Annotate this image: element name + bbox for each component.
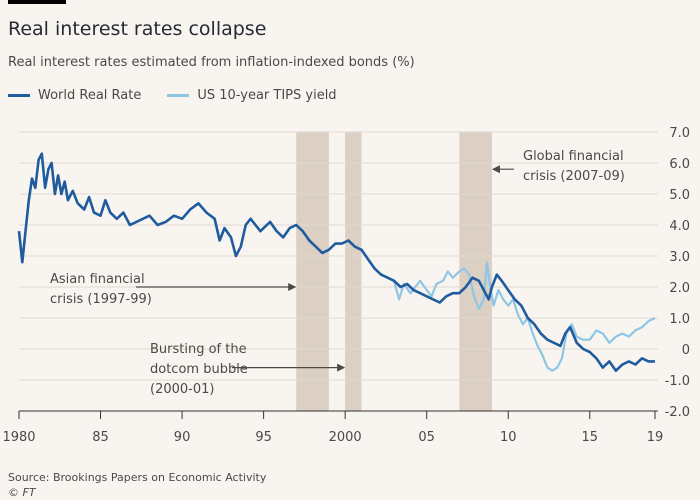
shaded-period-0 <box>296 132 329 411</box>
y-tick-label: 4.0 <box>669 219 690 234</box>
top-accent-bar <box>8 0 66 4</box>
annotation-text: (2000-01) <box>150 382 214 397</box>
annotation-2: Global financial crisis (2007-09) <box>491 149 625 184</box>
x-tick-label: 15 <box>581 430 598 445</box>
annotation-text: crisis (2007-09) <box>523 169 625 184</box>
annotation-arrowhead <box>288 283 297 291</box>
series-lines <box>17 152 656 373</box>
annotations: Asian financial crisis (1997-99) Bursting … <box>50 149 625 397</box>
y-tick-label: 0 <box>682 343 690 358</box>
annotation-arrowhead <box>491 165 500 174</box>
annotation-text: Bursting of the <box>150 342 247 357</box>
y-tick-label: 5.0 <box>669 188 690 203</box>
gridlines <box>19 131 658 381</box>
shaded-period-1 <box>345 132 362 411</box>
x-tick-label: 85 <box>92 430 109 445</box>
legend-swatch-tips-yield <box>167 94 190 97</box>
legend: World Real Rate US 10-year TIPS yield <box>8 88 363 103</box>
x-tick-label: 95 <box>255 430 272 445</box>
annotation-arrowhead <box>337 363 346 372</box>
x-tick-label: 19 <box>647 430 664 445</box>
series-line-world-real-rate <box>17 152 655 373</box>
x-tick-label: 10 <box>500 430 517 445</box>
legend-label-tips-yield: US 10-year TIPS yield <box>197 88 337 103</box>
y-tick-label: 2.0 <box>669 281 690 296</box>
legend-item-world-real-rate: World Real Rate <box>8 88 141 103</box>
source-note: Source: Brookings Papers on Economic Act… <box>8 471 267 484</box>
series-line-tips-yield <box>393 261 656 372</box>
annotation-text: dotcom bubble <box>150 362 248 377</box>
annotation-text: Asian financial <box>50 272 145 287</box>
legend-item-tips-yield: US 10-year TIPS yield <box>167 88 337 103</box>
y-tick-label: 1.0 <box>669 312 690 327</box>
annotation-1: Bursting of the dotcom bubble (2000-01) <box>150 342 346 397</box>
y-tick-label: 7.0 <box>669 126 690 141</box>
legend-swatch-world-real-rate <box>8 94 30 97</box>
x-tick-label: 05 <box>418 430 435 445</box>
y-tick-label: 3.0 <box>669 250 690 265</box>
legend-label-world-real-rate: World Real Rate <box>38 88 142 103</box>
x-tick-label: 90 <box>174 430 191 445</box>
x-tick-label: 2000 <box>329 430 362 445</box>
chart-title: Real interest rates collapse <box>8 18 267 40</box>
y-tick-label: -2.0 <box>665 405 690 420</box>
shaded-periods <box>296 132 492 411</box>
y-tick-label: 6.0 <box>669 157 690 172</box>
y-tick-label: -1.0 <box>665 374 690 389</box>
chart-subtitle: Real interest rates estimated from infla… <box>8 55 415 70</box>
annotation-0: Asian financial crisis (1997-99) <box>50 272 297 307</box>
y-axis-ticks: -2.0 -1.0 0 1.0 2.0 3.0 4.0 5.0 6.0 7.0 <box>665 126 690 420</box>
annotation-text: Global financial <box>523 149 624 164</box>
x-axis: 1980 85 90 95 2000 05 10 15 19 <box>2 410 664 445</box>
x-tick-label: 1980 <box>2 430 35 445</box>
annotation-text: crisis (1997-99) <box>50 292 152 307</box>
copyright-note: © FT <box>8 486 36 499</box>
